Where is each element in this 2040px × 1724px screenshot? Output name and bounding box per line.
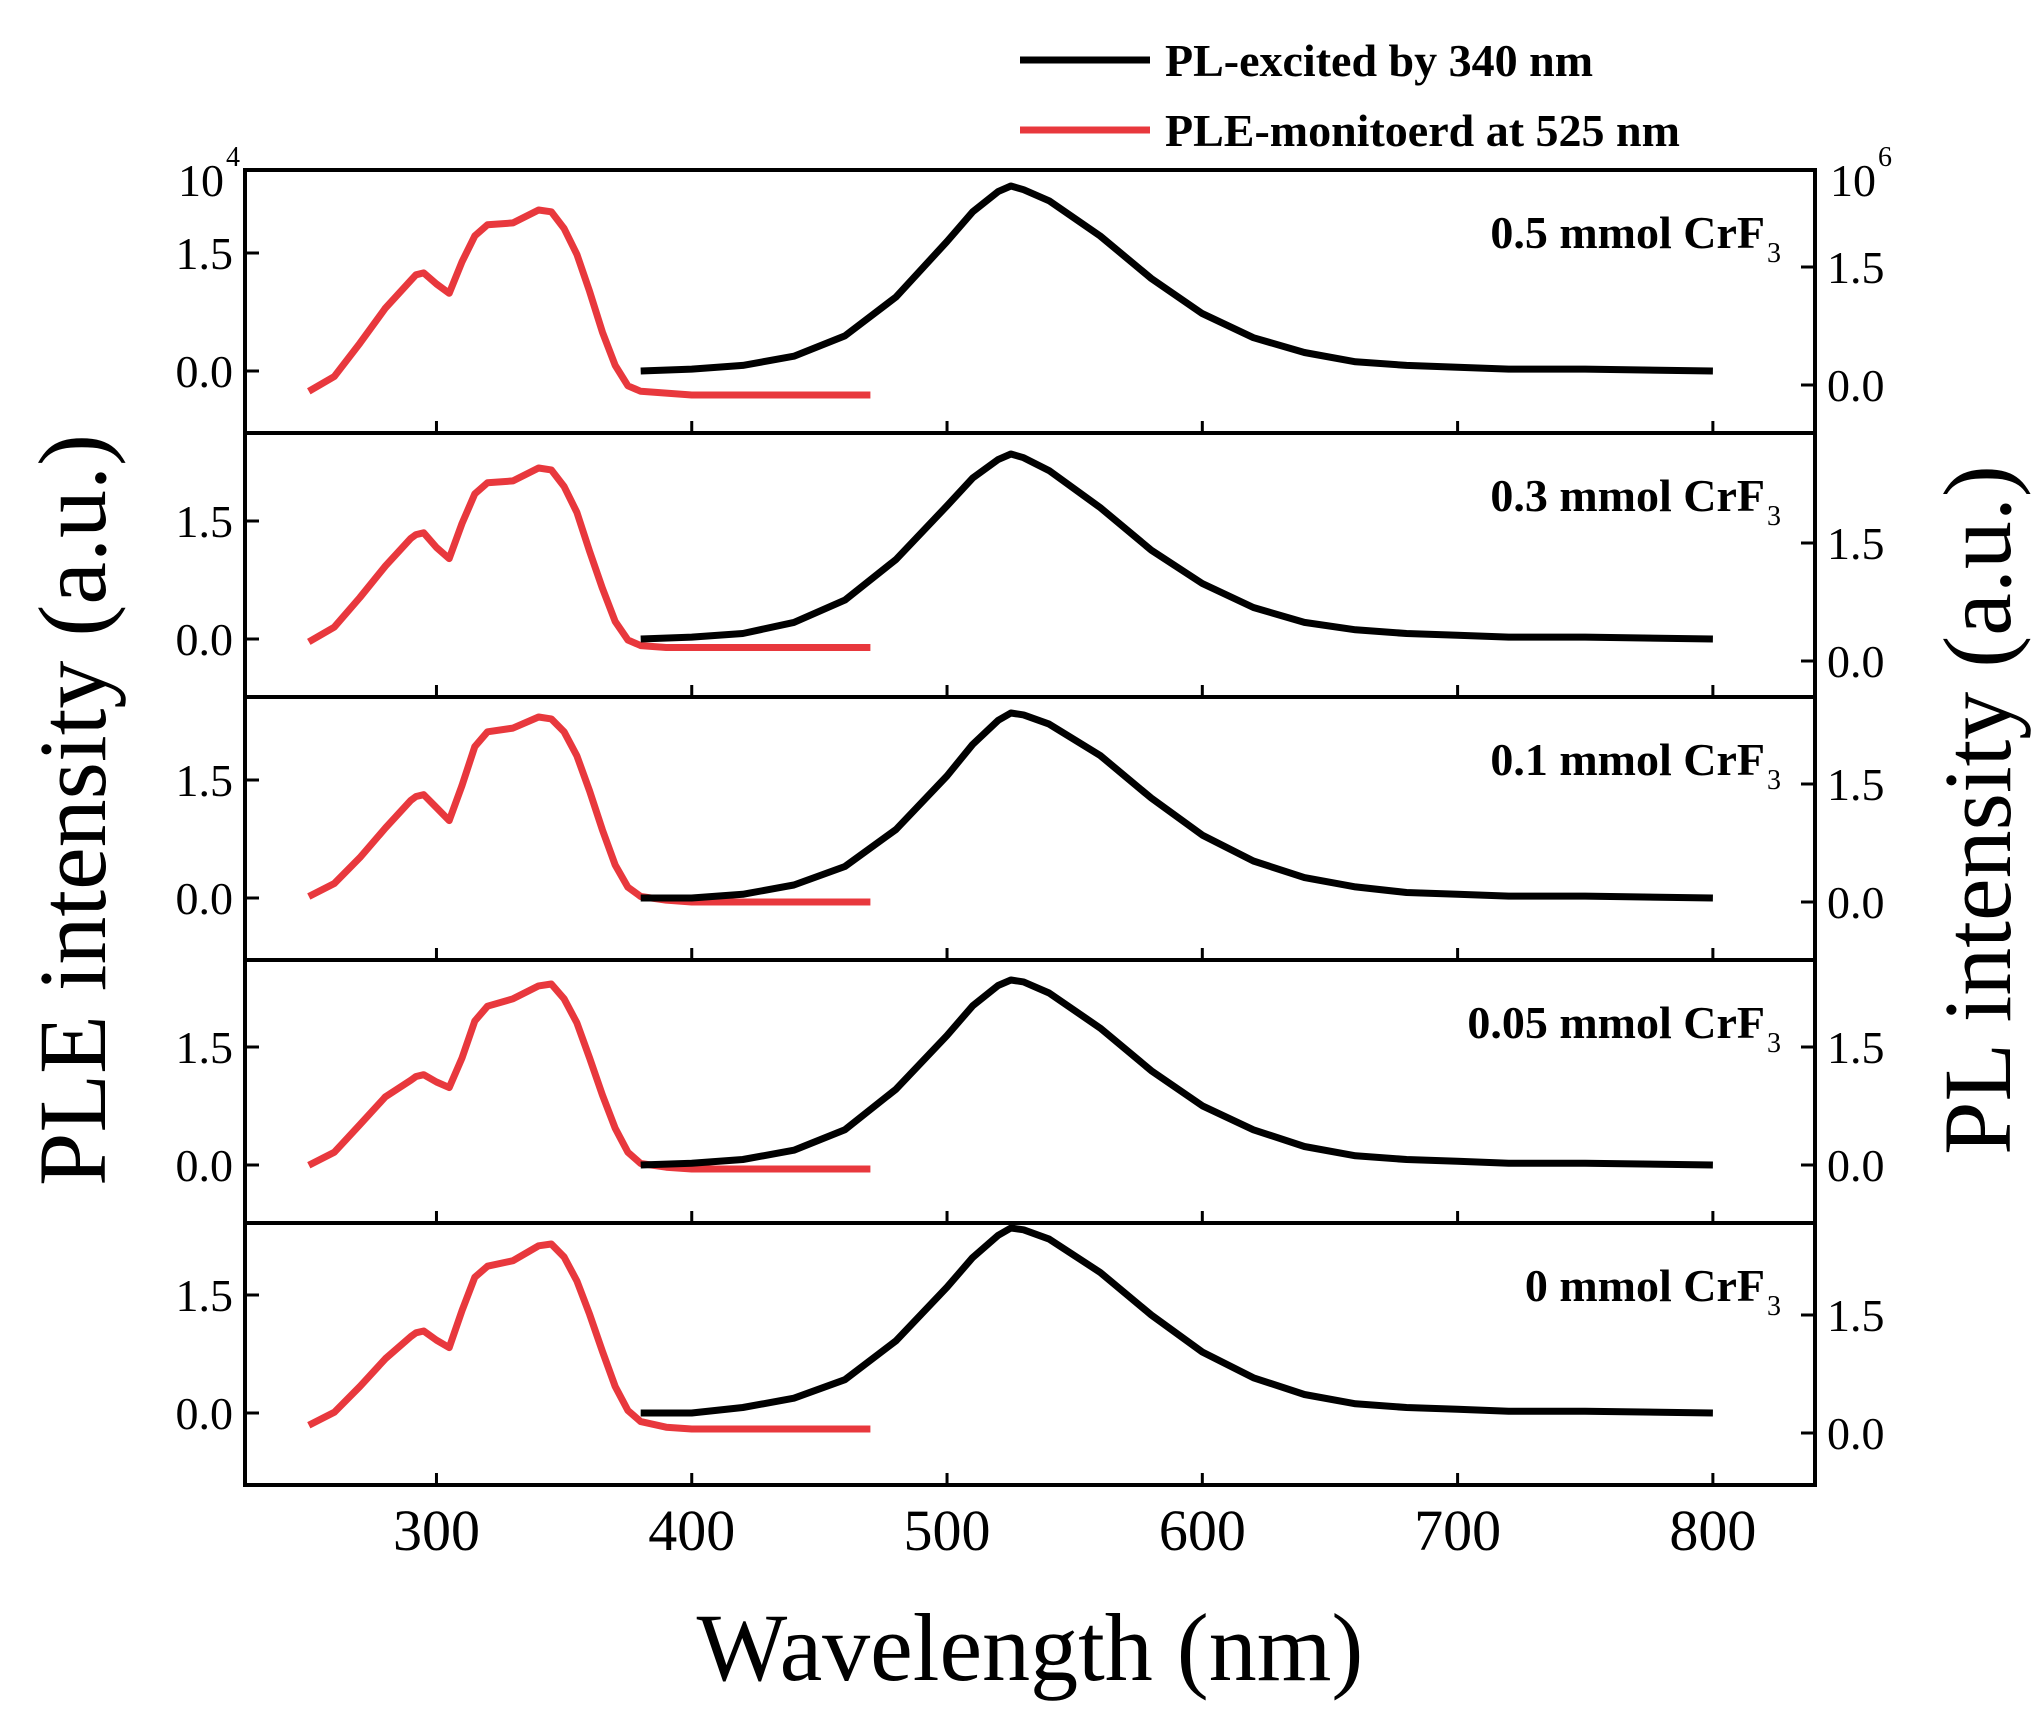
left-tick-label: 1.5 bbox=[176, 755, 234, 806]
left-exponent-base: 10 bbox=[178, 155, 224, 206]
x-tick-label: 300 bbox=[393, 1498, 480, 1563]
right-exponent-base: 10 bbox=[1830, 155, 1876, 206]
y-axis-left-title: PLE intensity (a.u.) bbox=[19, 434, 126, 1186]
right-tick-label: 0.0 bbox=[1827, 360, 1885, 411]
sample-label-subscript: 3 bbox=[1767, 501, 1781, 532]
x-tick-label: 500 bbox=[904, 1498, 991, 1563]
right-tick-label: 1.5 bbox=[1827, 518, 1885, 569]
right-tick-label: 0.0 bbox=[1827, 1408, 1885, 1459]
ple-series-line bbox=[307, 713, 871, 906]
legend-ple-text: PLE-monitoerd at 525 nm bbox=[1165, 105, 1680, 156]
x-tick-label: 800 bbox=[1669, 1498, 1756, 1563]
right-tick-label: 0.0 bbox=[1827, 1140, 1885, 1191]
sample-label-subscript: 3 bbox=[1767, 238, 1781, 269]
left-tick-label: 1.5 bbox=[176, 1270, 234, 1321]
sample-label: 0.05 mmol CrF bbox=[1467, 997, 1765, 1048]
x-tick-label: 700 bbox=[1414, 1498, 1501, 1563]
sample-label-subscript: 3 bbox=[1767, 765, 1781, 796]
ple-series-line bbox=[307, 464, 871, 651]
right-tick-label: 0.0 bbox=[1827, 877, 1885, 928]
pl-series-line bbox=[640, 976, 1713, 1169]
panel-4: 0.0 1.5 0.0 1.5 0 mmol CrF 3 bbox=[176, 1221, 1885, 1487]
sample-label: 0.3 mmol CrF bbox=[1490, 470, 1765, 521]
sample-label-subscript: 3 bbox=[1767, 1028, 1781, 1059]
pl-series-line bbox=[640, 450, 1713, 643]
right-tick-label: 0.0 bbox=[1827, 636, 1885, 687]
panel-2: 0.0 1.5 0.0 1.5 0.1 mmol CrF 3 bbox=[176, 695, 1885, 962]
left-tick-label: 0.0 bbox=[176, 614, 234, 665]
sample-label: 0 mmol CrF bbox=[1525, 1260, 1765, 1311]
pl-series-line bbox=[640, 1224, 1713, 1417]
left-tick-label: 1.5 bbox=[176, 1022, 234, 1073]
legend-pl-text: PL-excited by 340 nm bbox=[1165, 35, 1593, 86]
x-axis-title: Wavelength (nm) bbox=[697, 1594, 1364, 1701]
ple-series-line bbox=[307, 206, 871, 399]
left-tick-label: 1.5 bbox=[176, 496, 234, 547]
right-tick-label: 1.5 bbox=[1827, 1022, 1885, 1073]
right-tick-label: 1.5 bbox=[1827, 759, 1885, 810]
x-tick-label: 600 bbox=[1159, 1498, 1246, 1563]
legend: PL-excited by 340 nm PLE-monitoerd at 52… bbox=[1020, 35, 1680, 156]
panel-0: 0.0 1.5 0.0 1.5 0.5 mmol CrF 3 bbox=[176, 168, 1885, 435]
left-tick-label: 0.0 bbox=[176, 346, 234, 397]
ple-series-line bbox=[307, 1240, 871, 1433]
x-tick-label: 400 bbox=[648, 1498, 735, 1563]
panel-3: 0.0 1.5 0.0 1.5 0.05 mmol CrF 3 bbox=[176, 958, 1885, 1225]
right-tick-label: 1.5 bbox=[1827, 242, 1885, 293]
pl-series-line bbox=[640, 182, 1713, 375]
sample-label: 0.5 mmol CrF bbox=[1490, 207, 1765, 258]
sample-label: 0.1 mmol CrF bbox=[1490, 734, 1765, 785]
left-exponent-power: 4 bbox=[226, 142, 240, 173]
panels: 0.01.50.01.50.5 mmol CrF 30.01.50.01.50.3… bbox=[176, 168, 1885, 1487]
left-tick-label: 0.0 bbox=[176, 873, 234, 924]
left-tick-label: 0.0 bbox=[176, 1140, 234, 1191]
pl-series-line bbox=[640, 709, 1713, 902]
y-axis-right-title: PL intensity (a.u.) bbox=[1924, 465, 2031, 1155]
left-tick-label: 1.5 bbox=[176, 228, 234, 279]
x-axis-ticks: 300 400 500 600 700 800 bbox=[393, 1498, 1756, 1563]
right-exponent-power: 6 bbox=[1878, 142, 1892, 173]
ple-series-line bbox=[307, 980, 871, 1173]
sample-label-subscript: 3 bbox=[1767, 1291, 1781, 1322]
panel-frame bbox=[243, 1221, 1817, 1487]
right-tick-label: 1.5 bbox=[1827, 1290, 1885, 1341]
left-tick-label: 0.0 bbox=[176, 1388, 234, 1439]
panel-1: 0.0 1.5 0.0 1.5 0.3 mmol CrF 3 bbox=[176, 431, 1885, 699]
